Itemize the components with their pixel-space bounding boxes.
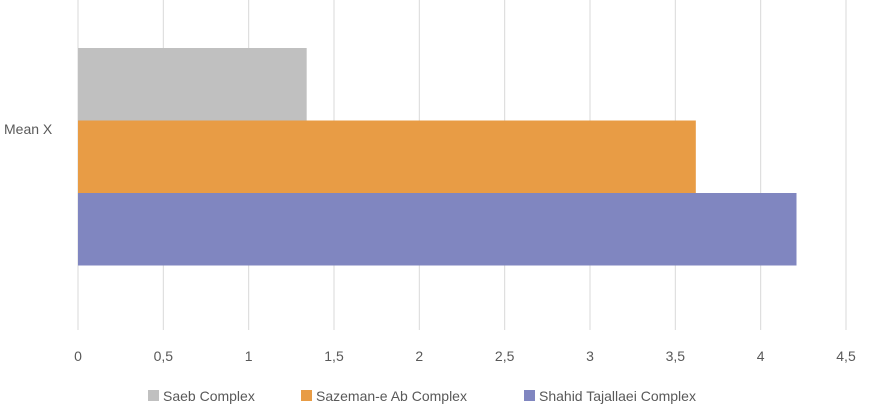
legend: Saeb Complex Sazeman-e Ab Complex Shahid T…	[148, 388, 696, 404]
legend-swatch	[524, 390, 535, 401]
x-tick-label: 0,5	[154, 348, 174, 364]
x-tick-label: 4,5	[836, 348, 856, 364]
legend-label: Sazeman-e Ab Complex	[316, 388, 467, 404]
x-tick-label: 2,5	[495, 348, 515, 364]
category-labels: Mean X	[4, 121, 53, 137]
bars	[78, 48, 797, 266]
bar-sazeman-e-ab-complex	[78, 120, 696, 193]
x-tick-label: 3,5	[666, 348, 686, 364]
category-label: Mean X	[4, 121, 53, 137]
x-tick-label: 3	[586, 348, 594, 364]
legend-label: Shahid Tajallaei Complex	[539, 388, 696, 404]
x-axis-ticks: 0 0,5 1 1,5 2 2,5 3 3,5 4 4,5	[74, 348, 856, 364]
x-tick-label: 1	[245, 348, 253, 364]
x-tick-label: 2	[415, 348, 423, 364]
x-tick-label: 1,5	[324, 348, 344, 364]
bar-saeb-complex	[78, 48, 307, 121]
legend-swatch	[301, 390, 312, 401]
bar-shahid-tajallaei-complex	[78, 193, 797, 266]
legend-swatch	[148, 390, 159, 401]
x-tick-label: 0	[74, 348, 82, 364]
x-tick-label: 4	[757, 348, 765, 364]
legend-label: Saeb Complex	[163, 388, 255, 404]
